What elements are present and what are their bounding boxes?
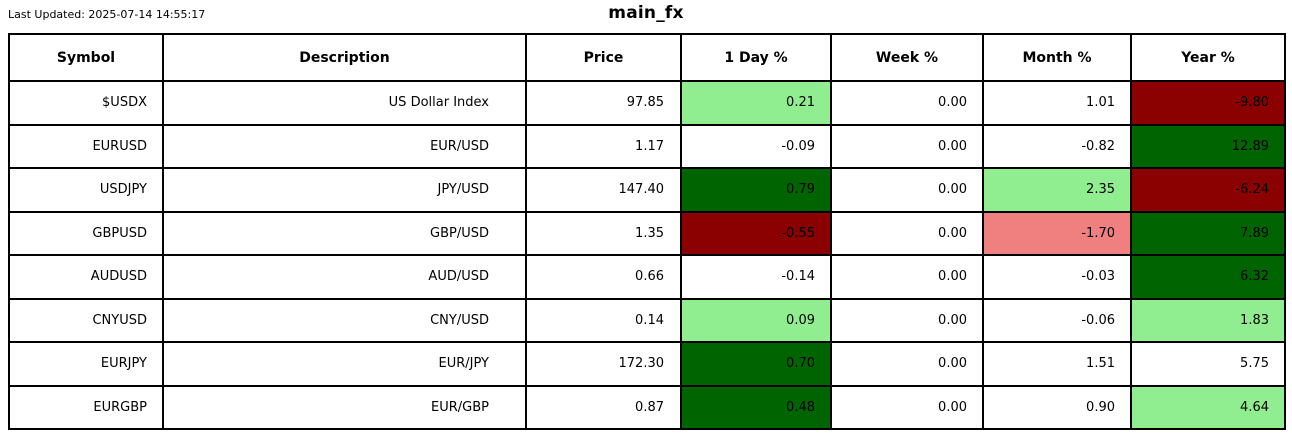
- price-cell: 1.35: [525, 210, 682, 256]
- day-change-cell: -0.09: [680, 123, 832, 169]
- day-change-cell: 0.21: [680, 80, 832, 126]
- day-change-cell: 0.09: [680, 297, 832, 343]
- year-change-cell: 6.32: [1130, 254, 1286, 300]
- symbol-cell: GBPUSD: [8, 210, 164, 256]
- symbol-cell: EURUSD: [8, 123, 164, 169]
- price-cell: 0.14: [525, 297, 682, 343]
- price-cell: 172.30: [525, 341, 682, 387]
- last-updated-timestamp: Last Updated: 2025-07-14 14:55:17: [8, 8, 206, 21]
- symbol-cell: AUDUSD: [8, 254, 164, 300]
- description-cell: GBP/USD: [162, 210, 527, 256]
- day-change-cell: -0.14: [680, 254, 832, 300]
- day-change-cell: 0.70: [680, 341, 832, 387]
- table-row: USDJPY JPY/USD 147.40 0.79 0.00 2.35 -6.24: [8, 167, 1286, 213]
- price-cell: 1.17: [525, 123, 682, 169]
- column-header-price: Price: [525, 33, 682, 82]
- week-change-cell: 0.00: [830, 341, 984, 387]
- month-change-cell: -1.70: [982, 210, 1132, 256]
- week-change-cell: 0.00: [830, 210, 984, 256]
- day-change-cell: 0.48: [680, 384, 832, 430]
- week-change-cell: 0.00: [830, 254, 984, 300]
- symbol-cell: USDJPY: [8, 167, 164, 213]
- column-header-week: Week %: [830, 33, 984, 82]
- table-row: EURJPY EUR/JPY 172.30 0.70 0.00 1.51 5.75: [8, 341, 1286, 387]
- month-change-cell: -0.82: [982, 123, 1132, 169]
- column-header-year: Year %: [1130, 33, 1286, 82]
- table-header: Symbol Description Price 1 Day % Week % …: [8, 33, 1286, 82]
- week-change-cell: 0.00: [830, 167, 984, 213]
- year-change-cell: 1.83: [1130, 297, 1286, 343]
- table-row: $USDX US Dollar Index 97.85 0.21 0.00 1.01 -9.…: [8, 80, 1286, 126]
- symbol-cell: $USDX: [8, 80, 164, 126]
- year-change-cell: -6.24: [1130, 167, 1286, 213]
- description-cell: US Dollar Index: [162, 80, 527, 126]
- table-row: AUDUSD AUD/USD 0.66 -0.14 0.00 -0.03 6.32: [8, 254, 1286, 300]
- year-change-cell: -9.80: [1130, 80, 1286, 126]
- description-cell: EUR/JPY: [162, 341, 527, 387]
- month-change-cell: -0.06: [982, 297, 1132, 343]
- day-change-cell: 0.79: [680, 167, 832, 213]
- fx-table: Symbol Description Price 1 Day % Week % …: [8, 33, 1286, 430]
- symbol-cell: CNYUSD: [8, 297, 164, 343]
- week-change-cell: 0.00: [830, 123, 984, 169]
- table-row: EURUSD EUR/USD 1.17 -0.09 0.00 -0.82 12.89: [8, 123, 1286, 169]
- table-row: EURGBP EUR/GBP 0.87 0.48 0.00 0.90 4.64: [8, 384, 1286, 430]
- price-cell: 97.85: [525, 80, 682, 126]
- page-title: main_fx: [608, 3, 684, 23]
- month-change-cell: 1.01: [982, 80, 1132, 126]
- price-cell: 0.87: [525, 384, 682, 430]
- description-cell: CNY/USD: [162, 297, 527, 343]
- year-change-cell: 7.89: [1130, 210, 1286, 256]
- symbol-cell: EURJPY: [8, 341, 164, 387]
- year-change-cell: 5.75: [1130, 341, 1286, 387]
- month-change-cell: 0.90: [982, 384, 1132, 430]
- day-change-cell: -0.55: [680, 210, 832, 256]
- year-change-cell: 12.89: [1130, 123, 1286, 169]
- year-change-cell: 4.64: [1130, 384, 1286, 430]
- table-row: GBPUSD GBP/USD 1.35 -0.55 0.00 -1.70 7.89: [8, 210, 1286, 256]
- description-cell: EUR/GBP: [162, 384, 527, 430]
- table-body: $USDX US Dollar Index 97.85 0.21 0.00 1.01 -9.…: [8, 80, 1286, 430]
- description-cell: EUR/USD: [162, 123, 527, 169]
- column-header-1day: 1 Day %: [680, 33, 832, 82]
- table-row: CNYUSD CNY/USD 0.14 0.09 0.00 -0.06 1.83: [8, 297, 1286, 343]
- month-change-cell: 1.51: [982, 341, 1132, 387]
- price-cell: 0.66: [525, 254, 682, 300]
- week-change-cell: 0.00: [830, 384, 984, 430]
- month-change-cell: 2.35: [982, 167, 1132, 213]
- symbol-cell: EURGBP: [8, 384, 164, 430]
- column-header-description: Description: [162, 33, 527, 82]
- week-change-cell: 0.00: [830, 80, 984, 126]
- month-change-cell: -0.03: [982, 254, 1132, 300]
- week-change-cell: 0.00: [830, 297, 984, 343]
- price-cell: 147.40: [525, 167, 682, 213]
- column-header-month: Month %: [982, 33, 1132, 82]
- column-header-symbol: Symbol: [8, 33, 164, 82]
- description-cell: JPY/USD: [162, 167, 527, 213]
- description-cell: AUD/USD: [162, 254, 527, 300]
